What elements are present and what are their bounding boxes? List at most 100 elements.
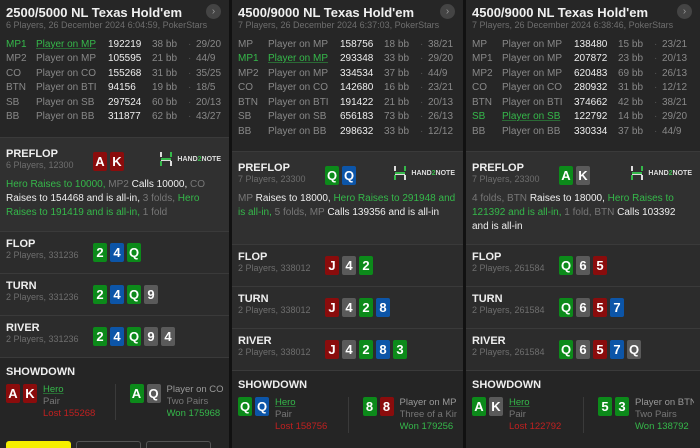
action-text: Raises to 154468 and is all-in, <box>6 193 140 204</box>
player-name[interactable]: Player on MP <box>502 53 563 65</box>
showdown-player-name[interactable]: Player on BTN <box>635 397 694 408</box>
player-name[interactable]: Player on CO <box>36 67 97 79</box>
showdown-player-name[interactable]: Player on MP <box>399 397 457 408</box>
player-name[interactable]: Player on CO <box>268 82 329 94</box>
showdown-hand-rank: Pair <box>43 396 60 407</box>
player-position: BB <box>472 125 486 137</box>
showdown-player-name[interactable]: Hero <box>275 397 296 408</box>
card: K <box>576 166 590 185</box>
player-name[interactable]: Player on MP <box>36 38 97 50</box>
card: J <box>325 256 339 275</box>
player-name[interactable]: Player on BB <box>268 125 327 137</box>
player-name[interactable]: Player on BTI <box>502 96 563 108</box>
player-position: MP1 <box>238 53 259 65</box>
player-name[interactable]: Player on MP <box>268 53 329 65</box>
player-stats-sep: · <box>654 125 658 137</box>
street-sub: 2 Players, 331236 <box>6 334 79 344</box>
card: Q <box>342 166 356 185</box>
street-label: RIVER <box>6 322 40 334</box>
player-row: BTN Player on BTI 94156 19 bb · 18/5 <box>6 81 221 96</box>
showdown-player-name[interactable]: Hero <box>43 384 64 395</box>
showdown-label: SHOWDOWN <box>6 366 76 378</box>
chevron-right-icon[interactable]: › <box>440 4 455 19</box>
player-name[interactable]: Player on SB <box>36 96 95 108</box>
player-name[interactable]: Player on MP <box>502 67 563 79</box>
player-name[interactable]: Player on MP <box>502 38 563 50</box>
hand-subtitle: 6 Players, 26 December 2024 6:04:59, Pok… <box>6 20 208 30</box>
action-text: 5 folds, MP <box>271 207 328 218</box>
player-stats-sep: · <box>654 67 658 79</box>
card: 2 <box>93 327 107 346</box>
street-sub: 2 Players, 261584 <box>472 263 545 273</box>
player-name[interactable]: Player on BTI <box>268 96 329 108</box>
action-text: Hero Raises to 121392 and is all-in, <box>472 193 674 218</box>
hand2note-logo-icon: HAND2NOTE <box>630 165 692 181</box>
card: 2 <box>93 243 107 262</box>
player-row: CO Player on CO 155268 31 bb · 35/25 <box>6 66 221 81</box>
action-text: MP <box>238 193 256 204</box>
player-position: MP <box>238 38 253 50</box>
card: 5 <box>593 256 607 275</box>
chevron-right-icon[interactable]: › <box>206 4 221 19</box>
card: 2 <box>359 340 373 359</box>
player-row: MP1 Player on MP 192219 38 bb · 29/20 <box>6 37 221 52</box>
street-label: PREFLOP <box>238 162 290 174</box>
preflop-actions: Hero Raises to 10000, MP2 Calls 10000, C… <box>6 178 223 220</box>
player-name[interactable]: Player on BTI <box>36 82 97 94</box>
player-stats: 44/9 <box>196 53 216 65</box>
player-name[interactable]: Player on SB <box>268 111 327 123</box>
player-bb: 21 bb <box>384 96 410 108</box>
secondary-button[interactable] <box>76 441 141 448</box>
player-name[interactable]: Player on BB <box>502 125 561 137</box>
card: A <box>129 384 144 403</box>
player-name[interactable]: Player on CO <box>502 82 563 94</box>
player-stack: 138480 <box>574 38 608 50</box>
player-row: SB Player on SB 297524 60 bb · 20/13 <box>6 95 221 110</box>
chevron-right-icon[interactable]: › <box>677 4 692 19</box>
player-stats: 20/13 <box>428 96 454 108</box>
primary-button[interactable] <box>6 441 71 448</box>
player-stats: 44/9 <box>662 125 682 137</box>
player-name[interactable]: Player on SB <box>502 111 561 123</box>
player-name[interactable]: Player on MP <box>268 67 329 79</box>
player-name[interactable]: Player on BB <box>36 111 95 123</box>
player-stack: 311877 <box>108 111 141 123</box>
player-stack: 155268 <box>108 67 142 79</box>
player-row: BTN Player on BTI 191422 21 bb · 20/13 <box>238 95 453 110</box>
player-position: CO <box>238 82 253 94</box>
player-bb: 73 bb <box>384 111 410 123</box>
player-position: CO <box>472 82 487 94</box>
player-position: MP1 <box>472 53 493 65</box>
player-row: SB Player on SB 656183 73 bb · 26/13 <box>238 110 453 125</box>
showdown-player-name[interactable]: Hero <box>509 397 530 408</box>
showdown-player-name[interactable]: Player on CO <box>166 384 224 395</box>
player-name[interactable]: Player on MP <box>268 38 329 50</box>
street-label: PREFLOP <box>6 148 58 160</box>
player-name[interactable]: Player on MP <box>36 53 97 65</box>
player-stats-sep: · <box>188 53 192 65</box>
player-position: MP2 <box>472 67 493 79</box>
tertiary-button[interactable] <box>146 441 211 448</box>
player-bb: 33 bb <box>384 53 410 65</box>
player-row: MP Player on MP 158756 18 bb · 38/21 <box>238 37 453 52</box>
